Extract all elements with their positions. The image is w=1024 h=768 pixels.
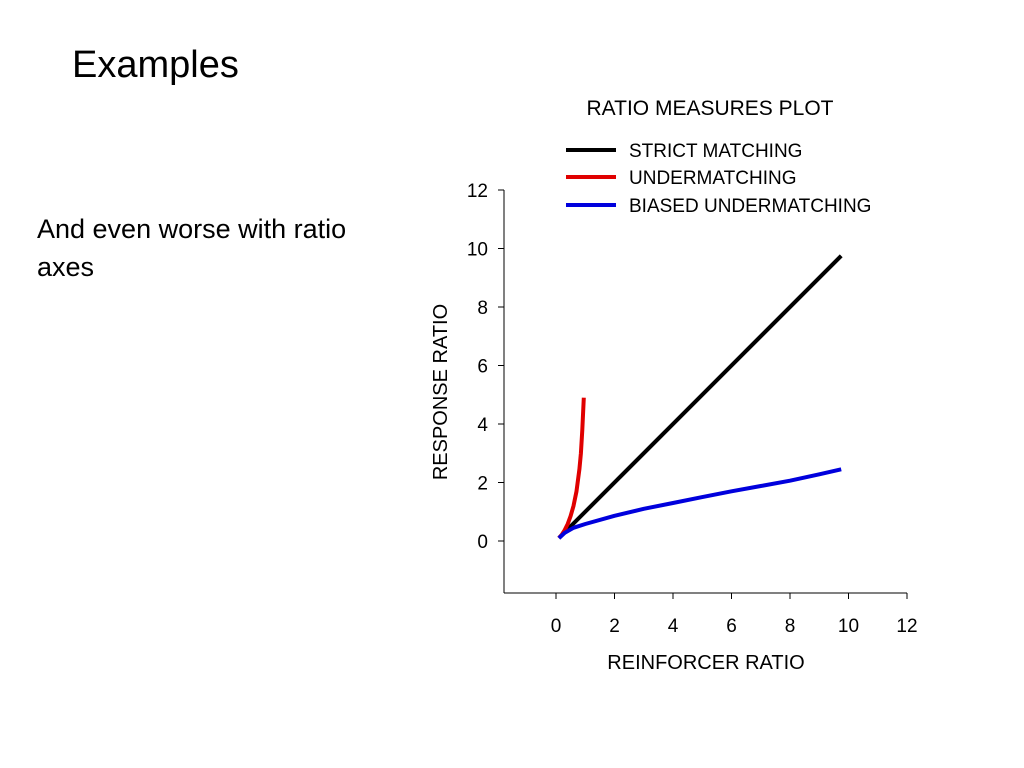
x-tick-label-1: 2 (609, 616, 620, 637)
series-line-2 (557, 467, 842, 540)
slide-body-text: And even worse with ratio axes (37, 214, 347, 282)
y-ticks: 0 2 4 6 8 10 12 (467, 181, 504, 553)
y-tick-label-3: 6 (477, 357, 488, 378)
y-tick-label-1: 2 (477, 474, 488, 495)
y-tick-label-6: 12 (467, 181, 488, 202)
y-tick-label-0: 0 (477, 532, 488, 553)
x-ticks: 0 2 4 6 8 10 12 (551, 593, 918, 637)
legend-label-1: UNDERMATCHING (629, 168, 796, 189)
y-tick-label-4: 8 (477, 298, 488, 319)
x-axis-label: REINFORCER RATIO (607, 652, 804, 674)
series-lines (557, 254, 843, 540)
y-tick-label-2: 4 (477, 415, 488, 436)
y-axis-label: RESPONSE RATIO (430, 304, 452, 480)
x-tick-label-2: 4 (668, 616, 679, 637)
legend-label-0: STRICT MATCHING (629, 141, 802, 162)
x-tick-label-3: 6 (726, 616, 737, 637)
legend: STRICT MATCHING UNDERMATCHING BIASED UND… (566, 141, 871, 217)
y-tick-label-5: 10 (467, 240, 488, 261)
series-line-0 (557, 254, 843, 540)
x-tick-label-4: 8 (785, 616, 796, 637)
chart-title: RATIO MEASURES PLOT (587, 97, 834, 120)
x-tick-label-5: 10 (838, 616, 859, 637)
legend-label-2: BIASED UNDERMATCHING (629, 196, 871, 217)
x-tick-label-6: 12 (896, 616, 917, 637)
slide-title: Examples (72, 44, 239, 86)
x-tick-label-0: 0 (551, 616, 562, 637)
